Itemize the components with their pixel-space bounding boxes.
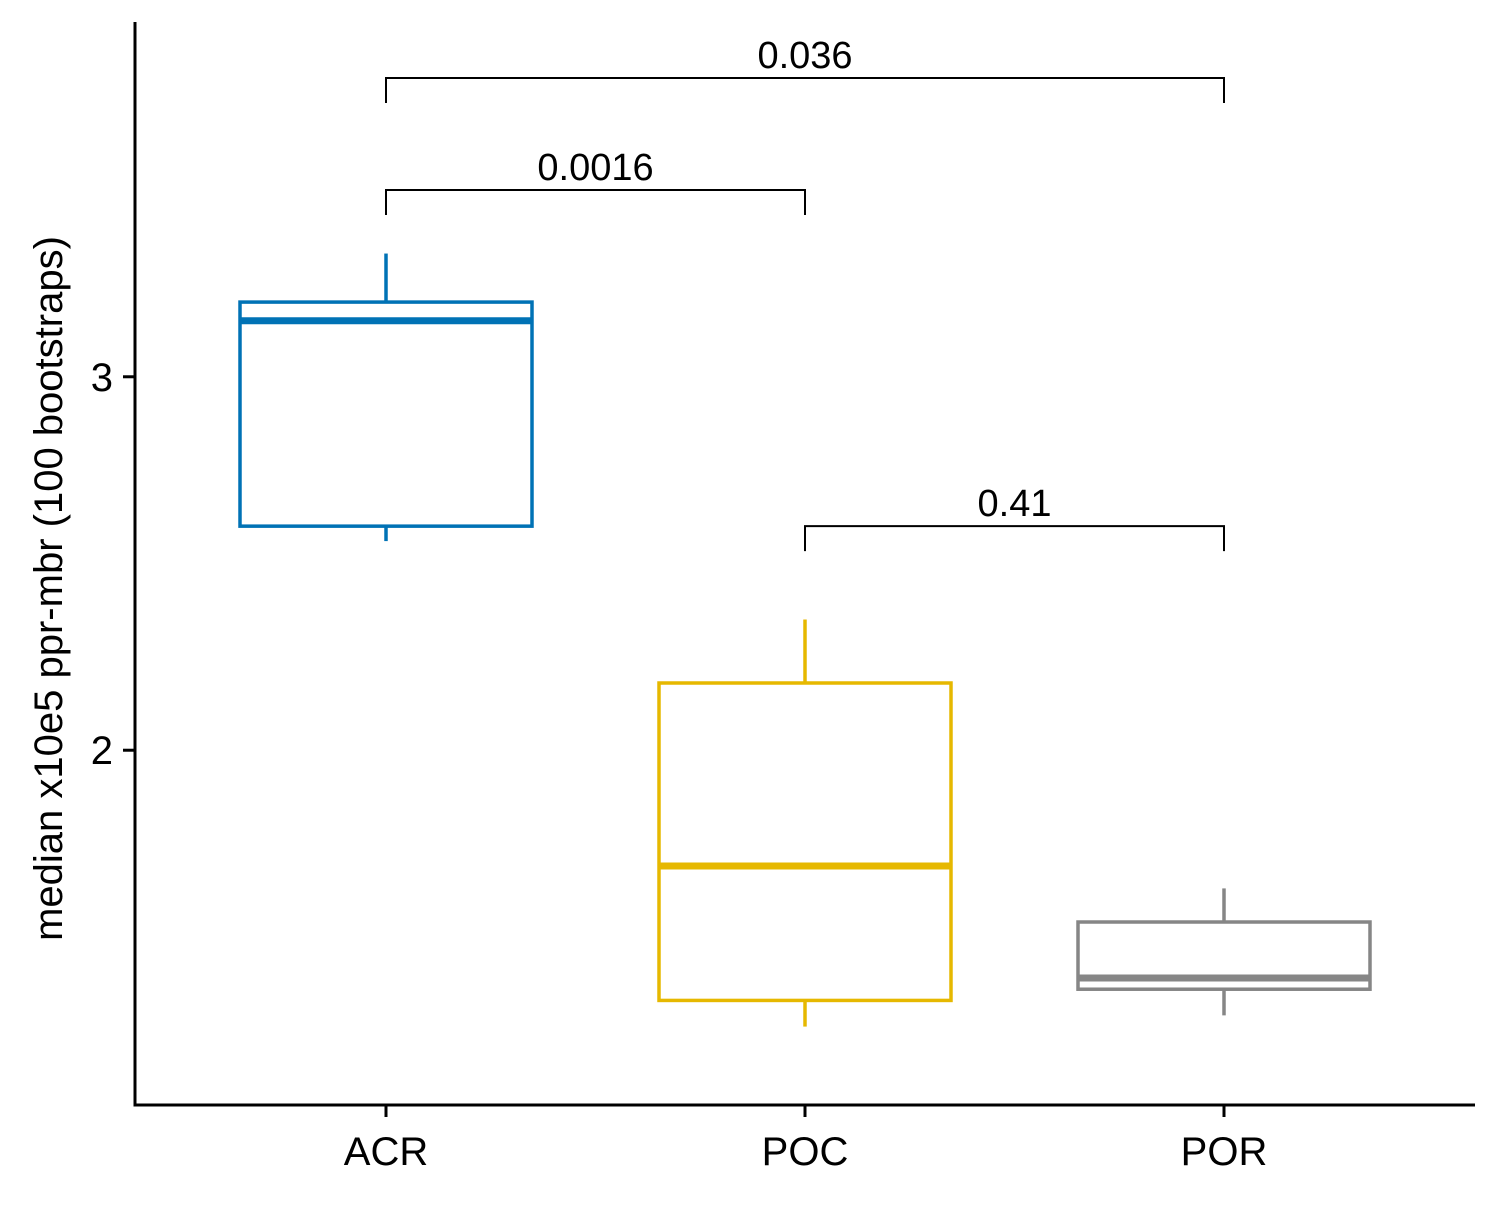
box-acr bbox=[238, 253, 534, 542]
y-tick-label: 2 bbox=[91, 729, 113, 773]
p-value-label: 0.41 bbox=[978, 483, 1052, 525]
box-body bbox=[238, 300, 534, 528]
y-ticks: 23 bbox=[91, 356, 135, 773]
axes-layer bbox=[133, 22, 1475, 1107]
comparisons-layer: 0.036 0.0016 0.41 bbox=[385, 35, 1225, 552]
x-tick-label: POR bbox=[1181, 1130, 1268, 1174]
x-tick-label: ACR bbox=[344, 1130, 428, 1174]
bracket-line bbox=[385, 77, 1225, 104]
y-tick-label: 3 bbox=[91, 356, 113, 400]
y-axis-title: median x10e5 ppr-mbr (100 bootstraps) bbox=[27, 236, 71, 941]
bracket-line bbox=[804, 525, 1225, 552]
bracket-line bbox=[385, 189, 806, 216]
box-por bbox=[1076, 888, 1372, 1016]
comparison-bracket: 0.036 bbox=[385, 35, 1225, 104]
p-value-label: 0.0016 bbox=[537, 147, 653, 189]
comparison-bracket: 0.41 bbox=[804, 483, 1225, 552]
box-poc bbox=[657, 619, 953, 1027]
x-tick-label: POC bbox=[762, 1130, 849, 1174]
box-body bbox=[657, 681, 953, 1003]
p-value-label: 0.036 bbox=[757, 35, 852, 77]
x-ticks: ACR POC POR bbox=[344, 1105, 1268, 1174]
boxes-layer bbox=[238, 253, 1372, 1027]
comparison-bracket: 0.0016 bbox=[385, 147, 806, 216]
box-body bbox=[1076, 920, 1372, 991]
